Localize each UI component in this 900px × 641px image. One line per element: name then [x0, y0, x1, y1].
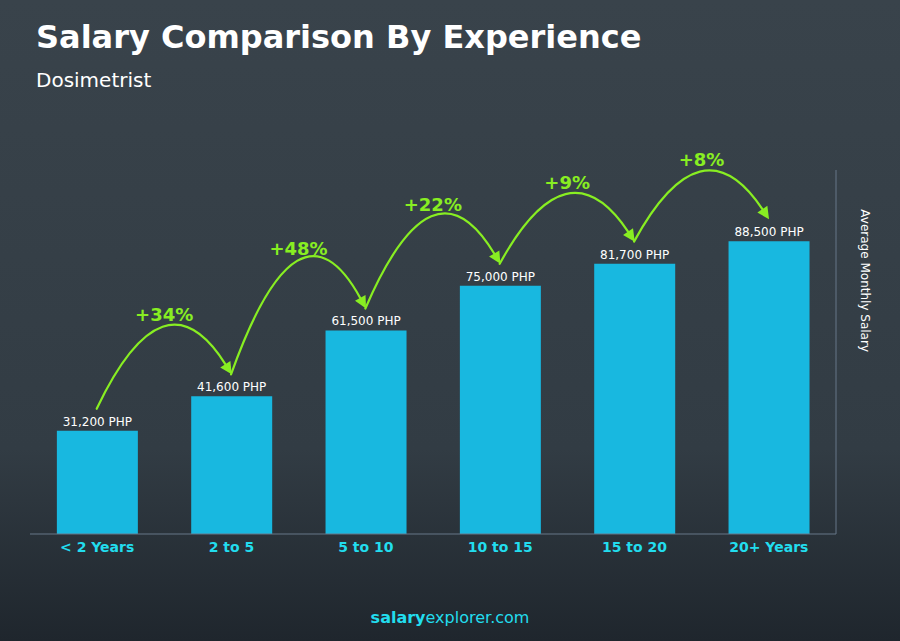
svg-text:5 to 10: 5 to 10	[338, 539, 394, 555]
svg-text:88,500 PHP: 88,500 PHP	[734, 225, 803, 239]
svg-text:+48%: +48%	[269, 238, 327, 259]
html-text:salary explorer.com: salary explorer.com	[370, 608, 530, 627]
svg-text:+22%: +22%	[404, 194, 462, 215]
svg-text:< 2 Years: < 2 Years	[60, 539, 134, 555]
svg-text:Average Monthly Salary: Average Monthly Salary	[858, 209, 872, 352]
svg-text:61,500 PHP: 61,500 PHP	[331, 314, 400, 328]
svg-text:+34%: +34%	[135, 304, 193, 325]
html-text:Dosimetrist: Dosimetrist	[36, 68, 152, 92]
html-text:Salary Comparison By Experienc: Salary Comparison By Experience	[36, 18, 642, 56]
svg-text:31,200 PHP: 31,200 PHP	[63, 415, 132, 429]
svg-text:81,700 PHP: 81,700 PHP	[600, 248, 669, 262]
svg-text:2 to 5: 2 to 5	[209, 539, 255, 555]
svg-text:+9%: +9%	[544, 172, 590, 193]
svg-text:20+ Years: 20+ Years	[729, 539, 808, 555]
svg-text:75,000 PHP: 75,000 PHP	[466, 270, 535, 284]
svg-text:10 to 15: 10 to 15	[468, 539, 533, 555]
svg-text:15 to 20: 15 to 20	[602, 539, 667, 555]
svg-text:+8%: +8%	[679, 149, 725, 170]
svg-text:41,600 PHP: 41,600 PHP	[197, 380, 266, 394]
